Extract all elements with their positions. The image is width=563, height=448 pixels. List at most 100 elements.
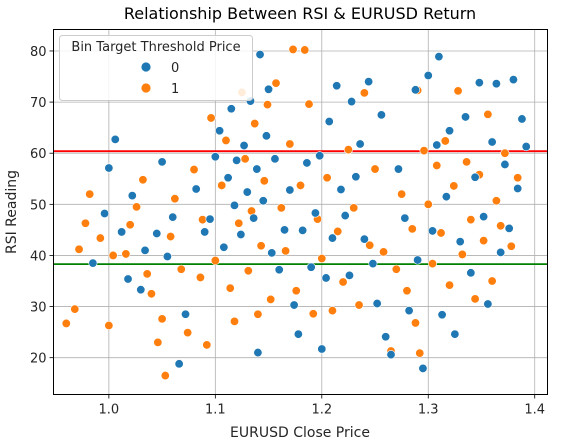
scatter-point-0 [226, 104, 236, 114]
scatter-point-1 [407, 224, 417, 234]
scatter-point-1 [500, 148, 510, 158]
scatter-point-1 [281, 246, 291, 256]
scatter-point-1 [85, 189, 95, 199]
scatter-point-0 [445, 126, 455, 136]
scatter-point-1 [354, 300, 364, 310]
x-axis: 1.0 1.1 1.2 1.3 1.4 [99, 394, 545, 418]
scatter-point-1 [166, 232, 176, 242]
scatter-point-1 [276, 203, 286, 213]
scatter-point-0 [302, 158, 312, 168]
scatter-point-0 [418, 363, 428, 373]
scatter-point-1 [225, 283, 235, 293]
scatter-point-1 [170, 194, 180, 204]
scatter-point-1 [153, 337, 163, 347]
scatter-point-1 [343, 145, 353, 155]
scatter-point-0 [157, 157, 167, 167]
scatter-point-1 [327, 306, 337, 316]
scatter-point-1 [80, 218, 90, 228]
scatter-point-0 [441, 192, 451, 202]
scatter-point-1 [419, 146, 429, 156]
scatter-point-0 [393, 164, 403, 174]
scatter-point-1 [288, 44, 298, 54]
scatter-point-0 [359, 234, 369, 244]
scatter-point-0 [205, 214, 215, 224]
scatter-point-1 [160, 371, 170, 381]
scatter-point-1 [256, 241, 266, 251]
scatter-point-0 [123, 274, 133, 284]
scatter-point-0 [355, 139, 365, 149]
scatter-point-1 [466, 215, 476, 225]
scatter-point-0 [110, 134, 120, 144]
x-tick-label: 1.4 [524, 403, 545, 418]
scatter-point-0 [191, 184, 201, 194]
scatter-point-1 [74, 244, 84, 254]
scatter-point-0 [255, 50, 265, 60]
scatter-point-1 [61, 318, 71, 328]
scatter-point-0 [351, 172, 361, 182]
scatter-point-1 [195, 272, 205, 282]
scatter-point-1 [402, 286, 412, 296]
scatter-point-1 [104, 320, 114, 330]
scatter-point-0 [487, 137, 497, 147]
scatter-point-0 [517, 114, 527, 124]
scatter-point-0 [117, 227, 127, 237]
scatter-point-1 [338, 277, 348, 287]
scatter-point-0 [470, 172, 480, 182]
scatter-point-1 [410, 318, 420, 328]
scatter-point-1 [432, 160, 442, 170]
scatter-point-1 [379, 247, 389, 257]
scatter-point-1 [253, 309, 263, 319]
scatter-point-0 [327, 233, 337, 243]
y-tick-label: 80 [30, 45, 47, 60]
scatter-point-0 [332, 81, 342, 91]
scatter-point-0 [267, 248, 277, 258]
scatter-point-1 [157, 314, 167, 324]
scatter-point-1 [457, 249, 467, 259]
scatter-point-0 [386, 350, 396, 360]
y-tick-label: 30 [30, 301, 47, 316]
scatter-point-0 [317, 344, 327, 354]
scatter-point-0 [200, 227, 210, 237]
scatter-point-1 [234, 218, 244, 228]
scatter-point-0 [336, 185, 346, 195]
scatter-point-1 [259, 176, 269, 186]
scatter-point-0 [434, 52, 444, 62]
scatter-point-1 [243, 266, 253, 276]
legend-label-0: 0 [171, 61, 179, 76]
scatter-point-0 [162, 251, 172, 261]
scatter-point-1 [487, 276, 497, 286]
scatter-point-1 [146, 289, 156, 299]
scatter-point-1 [479, 236, 489, 246]
scatter-point-0 [274, 265, 284, 275]
scatter-point-0 [508, 75, 518, 85]
scatter-point-1 [250, 119, 260, 129]
scatter-point-1 [202, 340, 212, 350]
scatter-point-0 [223, 173, 233, 183]
scatter-point-0 [474, 78, 484, 88]
scatter-point-0 [466, 268, 476, 278]
scatter-point-1 [108, 250, 118, 260]
scatter-point-1 [333, 226, 343, 236]
scatter-point-1 [291, 286, 301, 296]
scatter-point-0 [253, 348, 263, 358]
scatter-point-1 [483, 109, 493, 119]
scatter-point-0 [229, 200, 239, 210]
scatter-point-1 [491, 196, 501, 206]
scatter-point-1 [217, 180, 227, 190]
scatter-point-0 [104, 163, 114, 173]
scatter-point-0 [249, 213, 259, 223]
scatter-point-0 [381, 332, 391, 342]
scatter-point-1 [349, 203, 359, 213]
scatter-point-0 [140, 245, 150, 255]
scatter-point-0 [376, 110, 386, 120]
scatter-point-1 [513, 173, 523, 183]
reference-lines [53, 150, 548, 266]
scatter-point-1 [428, 259, 438, 269]
scatter-point-1 [370, 164, 380, 174]
scatter-point-0 [239, 141, 249, 151]
scatter-point-0 [437, 310, 447, 320]
scatter-point-0 [100, 209, 110, 219]
scatter-point-1 [365, 240, 375, 250]
legend: Bin Target Threshold Price 0 1 [59, 35, 253, 101]
scatter-point-0 [344, 270, 354, 280]
